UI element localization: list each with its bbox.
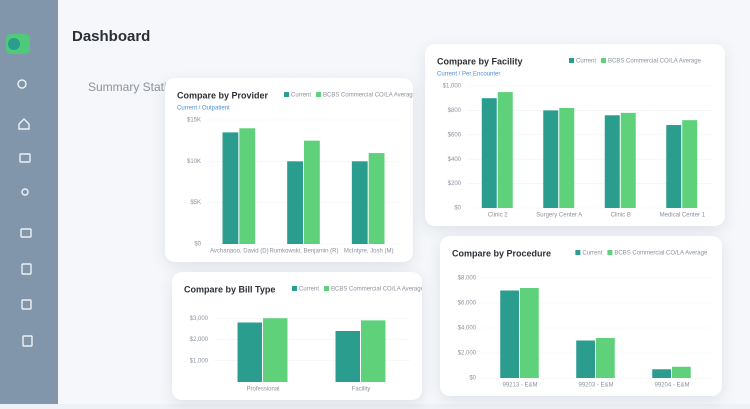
y-tick-label: $3,000 <box>190 316 209 322</box>
x-tick-label: 99204 - E&M <box>654 383 689 389</box>
page-title: Dashboard <box>72 28 151 45</box>
legend-label: BCBS Commercial CO/LA Average <box>608 59 702 65</box>
x-tick-label: Clinic 2 <box>488 213 508 219</box>
chart-card: Compare by Bill Type Current BCBS Commerci… <box>172 272 422 400</box>
y-tick-label: $10K <box>187 159 201 165</box>
x-tick-label: Avchanaoo, David (D) <box>210 249 269 255</box>
bar <box>239 128 256 244</box>
y-tick-label: $15K <box>187 118 201 124</box>
legend-label: Current <box>291 93 311 99</box>
bar <box>351 161 368 244</box>
chart-card: Compare by Provider Current / Outpatient C… <box>165 78 413 262</box>
legend-label: BCBS Commercial CO/LA Average <box>331 287 422 293</box>
bar <box>287 161 303 244</box>
y-tick-label: $0 <box>194 242 201 248</box>
bar <box>666 125 682 208</box>
bar <box>222 132 239 244</box>
bar <box>559 107 575 208</box>
y-tick-label: $4,000 <box>458 326 477 332</box>
x-tick-label: Medical Center 1 <box>660 213 706 219</box>
bar <box>596 338 615 378</box>
legend-swatch <box>324 286 330 291</box>
y-tick-label: $8,000 <box>458 276 477 282</box>
doc-icon[interactable] <box>21 263 32 275</box>
x-tick-label: Surgery Center A <box>536 213 582 219</box>
y-tick-label: $1,000 <box>443 84 462 90</box>
bar <box>497 92 513 208</box>
legend-swatch <box>292 286 297 291</box>
legend-swatch <box>575 250 581 255</box>
legend-swatch <box>601 58 607 63</box>
legend-swatch <box>284 92 290 97</box>
legend-swatch <box>316 92 322 97</box>
bar <box>672 366 691 378</box>
legend-label: Current <box>582 251 602 257</box>
x-tick-label: Professional <box>246 387 279 393</box>
y-tick-label: $400 <box>448 157 462 163</box>
x-tick-label: 99203 - E&M <box>578 383 613 389</box>
user-icon[interactable] <box>21 188 29 196</box>
x-tick-label: 99213 - E&M <box>502 383 537 389</box>
bar <box>263 318 288 382</box>
home-icon[interactable] <box>18 118 30 130</box>
bar <box>576 340 595 378</box>
y-tick-label: $600 <box>448 132 462 138</box>
chart: Compare by Provider Current / Outpatient C… <box>177 90 413 255</box>
legend-swatch <box>607 250 613 255</box>
chart-card: Compare by Procedure Current BCBS Commerci… <box>440 236 722 396</box>
x-tick-label: Clinic B <box>611 213 631 219</box>
bar <box>335 331 360 382</box>
bar <box>361 320 386 382</box>
legend-label: Current <box>299 287 319 293</box>
sidebar-icons <box>6 34 33 347</box>
logo-mark <box>8 38 20 50</box>
y-tick-label: $800 <box>448 108 462 114</box>
sidebar <box>0 0 58 404</box>
bar <box>481 98 497 208</box>
chart-subtitle[interactable]: Current / Outpatient <box>177 106 230 112</box>
legend-label: BCBS Commercial CO/LA Average <box>614 251 708 257</box>
y-tick-label: $2,000 <box>190 337 209 343</box>
x-tick-label: Facility <box>352 387 371 393</box>
x-tick-label: McIntyre, Josh (M) <box>344 249 394 255</box>
search-icon[interactable] <box>17 79 27 89</box>
legend-label: BCBS Commercial CO/LA Average <box>323 93 413 99</box>
y-tick-label: $0 <box>454 206 461 212</box>
chart-title: Compare by Bill Type <box>184 284 275 294</box>
chart: Compare by Bill Type Current BCBS Commerci… <box>184 284 422 393</box>
bar <box>620 112 636 208</box>
y-tick-label: $5K <box>190 200 201 206</box>
bar <box>520 288 539 378</box>
bar <box>368 153 385 244</box>
folder-icon[interactable] <box>20 228 32 238</box>
bar <box>237 322 262 382</box>
report-icon[interactable] <box>19 153 31 163</box>
chart-card: Compare by Facility Current / Per Encount… <box>425 44 725 226</box>
chart-title: Compare by Procedure <box>452 248 551 258</box>
chart: Compare by Procedure Current BCBS Commerci… <box>452 248 710 389</box>
y-tick-label: $6,000 <box>458 301 477 307</box>
chart-title: Compare by Facility <box>437 56 523 66</box>
bar <box>652 369 671 378</box>
bar <box>604 115 620 208</box>
bar <box>500 290 519 378</box>
y-tick-label: $2,000 <box>458 351 477 357</box>
legend-label: Current <box>576 59 596 65</box>
x-tick-label: Rumkowski, Benjamin (R) <box>269 249 338 255</box>
files-icon[interactable] <box>22 335 33 347</box>
chart-subtitle[interactable]: Current / Per Encounter <box>437 72 500 78</box>
chart-title: Compare by Provider <box>177 90 269 100</box>
legend-swatch <box>569 58 574 63</box>
bar <box>543 110 559 208</box>
y-tick-label: $1,000 <box>190 358 209 364</box>
bar <box>304 140 320 244</box>
bar <box>682 120 698 208</box>
y-tick-label: $200 <box>448 181 462 187</box>
calendar-icon[interactable] <box>21 299 32 310</box>
chart: Compare by Facility Current / Per Encount… <box>437 56 713 219</box>
y-tick-label: $0 <box>469 376 476 382</box>
